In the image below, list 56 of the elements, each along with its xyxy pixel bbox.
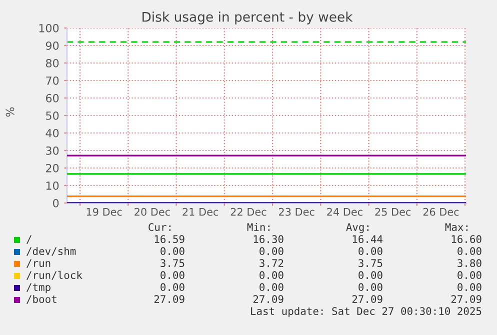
text: 27.09 xyxy=(451,295,482,304)
text: 3.80 xyxy=(458,259,482,268)
y-axis-title: % xyxy=(6,107,14,117)
text: 0.00 xyxy=(160,271,184,280)
text: Cur: xyxy=(148,223,170,232)
text: 0.00 xyxy=(358,271,382,280)
text: Min: xyxy=(247,222,270,231)
text: 0.00 xyxy=(160,247,184,256)
y-tick-label: 90 xyxy=(46,41,59,50)
text: 27.09 xyxy=(154,295,184,304)
y-tick-label: 50 xyxy=(46,111,59,120)
text: 16.59 xyxy=(154,235,184,244)
x-tick-label: 20 Dec xyxy=(134,208,170,216)
x-tick-label: 25 Dec xyxy=(375,208,411,216)
text: 0.00 xyxy=(160,283,184,292)
legend-label: /run/lock xyxy=(26,270,82,280)
chart-title: Disk usage in percent - by week xyxy=(142,12,353,24)
text: 0.00 xyxy=(458,247,482,256)
x-tick-label: 21 Dec xyxy=(182,208,218,216)
legend-label: / xyxy=(26,235,32,244)
text: Last update: Sat Dec 27 00:30:10 2025 xyxy=(251,306,482,318)
legend-label: /dev/shm xyxy=(26,246,76,256)
text: 3.75 xyxy=(160,259,184,268)
y-tick-label: 60 xyxy=(46,94,59,102)
text: 0.00 xyxy=(260,271,284,280)
legend-label: /boot xyxy=(26,294,56,304)
text: 0.00 xyxy=(358,283,382,292)
y-tick-label: 30 xyxy=(46,146,59,155)
text: Max: xyxy=(445,223,468,232)
text: 3.72 xyxy=(260,259,284,268)
text: 3.75 xyxy=(358,259,382,268)
text: 0.00 xyxy=(260,283,284,292)
y-tick-label: 0 xyxy=(53,198,59,208)
y-tick-label: 80 xyxy=(46,58,59,68)
text: 16.44 xyxy=(352,235,383,244)
y-tick-label: 20 xyxy=(46,164,59,172)
x-tick-label: 23 Dec xyxy=(278,208,314,216)
text: 27.09 xyxy=(253,295,284,304)
text: 0.00 xyxy=(458,283,482,292)
y-tick-label: 100 xyxy=(39,24,59,32)
y-tick-label: 10 xyxy=(46,181,59,190)
text: 0.00 xyxy=(260,247,284,256)
y-tick-label: 40 xyxy=(46,128,59,138)
text: 0.00 xyxy=(358,247,382,256)
text: Avg: xyxy=(346,223,368,234)
legend-label: /tmp xyxy=(26,283,50,294)
y-tick-label: 70 xyxy=(46,76,59,85)
x-tick-label: 24 Dec xyxy=(327,208,362,216)
text: 16.30 xyxy=(254,235,284,244)
text: 0.00 xyxy=(458,271,482,280)
x-tick-label: 22 Dec xyxy=(230,208,266,216)
legend-label: /run xyxy=(26,259,50,268)
x-tick-label: 19 Dec xyxy=(86,208,122,216)
text: 27.09 xyxy=(352,295,382,304)
x-tick-label: 26 Dec xyxy=(423,208,459,216)
text: 16.60 xyxy=(452,235,482,244)
